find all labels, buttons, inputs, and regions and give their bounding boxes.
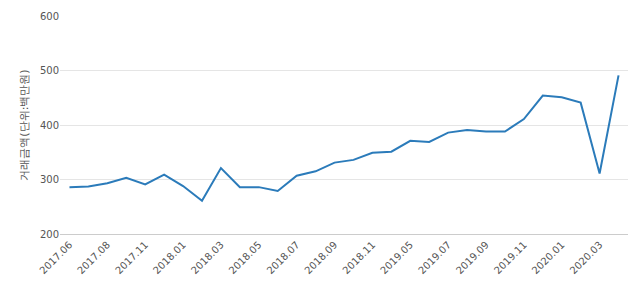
svg-text:300: 300 <box>40 174 59 185</box>
svg-text:2019.05: 2019.05 <box>378 239 415 276</box>
svg-text:2018.07: 2018.07 <box>265 239 302 276</box>
svg-text:500: 500 <box>40 65 59 76</box>
svg-text:2019.09: 2019.09 <box>454 239 491 276</box>
svg-text:200: 200 <box>40 229 59 240</box>
svg-text:400: 400 <box>40 120 59 131</box>
svg-text:2017.11: 2017.11 <box>113 239 150 276</box>
svg-text:거래금액(단위:백만원): 거래금액(단위:백만원) <box>18 69 31 180</box>
svg-text:2017.06: 2017.06 <box>37 239 74 276</box>
svg-text:2019.11: 2019.11 <box>492 239 529 276</box>
svg-text:2018.01: 2018.01 <box>151 239 188 276</box>
svg-text:2019.07: 2019.07 <box>416 239 453 276</box>
svg-text:2018.05: 2018.05 <box>227 239 264 276</box>
svg-text:2018.09: 2018.09 <box>302 239 339 276</box>
svg-text:2020.01: 2020.01 <box>530 239 567 276</box>
svg-text:2020.03: 2020.03 <box>568 239 605 276</box>
svg-text:2018.03: 2018.03 <box>189 239 226 276</box>
svg-text:2017.08: 2017.08 <box>75 239 112 276</box>
svg-text:600: 600 <box>40 11 59 22</box>
svg-text:2018.11: 2018.11 <box>340 239 377 276</box>
